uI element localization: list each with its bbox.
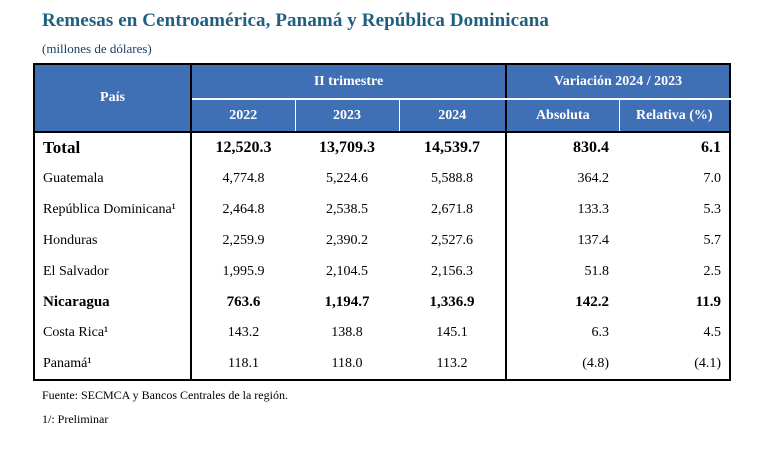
cell-2024: 113.2: [399, 348, 508, 382]
cell-2023: 13,709.3: [319, 139, 375, 157]
header-ii-trimestre: II trimestre: [191, 63, 508, 100]
cell-2022: 12,520.3: [215, 139, 272, 157]
cell-2024: 14,539.7: [399, 132, 508, 164]
footer-source: Fuente: SECMCA y Bancos Centrales de la …: [42, 388, 288, 402]
cell-2023: 5,224.6: [326, 171, 368, 187]
cell-country: Honduras: [33, 225, 192, 257]
table-row: Costa Rica¹ 143.2 138.8 145.1 6.3 4.5: [33, 317, 732, 349]
table-row: Total 12,520.3 13,709.3 14,539.7 830.4 6.1: [33, 132, 732, 164]
cell-absoluta: 364.2: [577, 171, 610, 187]
header-absoluta: Absoluta: [506, 99, 620, 133]
cell-country: Panamá¹: [33, 348, 192, 382]
cell-2023: 138.8: [331, 325, 363, 341]
cell-relativa: (4.1): [619, 348, 732, 382]
cell-absoluta: (4.8): [506, 348, 620, 382]
cell-2022: 1,995.9: [222, 263, 265, 279]
header-year-2022: 2022: [191, 99, 296, 133]
table-title: Remesas en Centroamérica, Panamá y Repúb…: [42, 10, 550, 31]
table-subtitle: (millones de dólares): [42, 41, 152, 56]
header-relativa: Relativa (%): [619, 99, 732, 133]
cell-2024: 2,156.3: [399, 256, 508, 287]
cell-relativa: 6.1: [619, 132, 732, 164]
footer-note: 1/: Preliminar: [42, 412, 109, 426]
cell-relativa: 5.7: [619, 225, 732, 257]
cell-relativa: 4.5: [619, 317, 732, 349]
cell-country: Nicaragua: [33, 286, 192, 318]
cell-country: Total: [33, 132, 192, 164]
cell-2022: 2,464.8: [222, 201, 265, 217]
cell-relativa: 11.9: [619, 286, 732, 318]
cell-relativa: 5.3: [619, 194, 732, 226]
cell-2022: 4,774.8: [222, 171, 265, 187]
table-row: Guatemala 4,774.8 5,224.6 5,588.8 364.2 7.0: [33, 163, 732, 195]
cell-absoluta: 142.2: [575, 293, 610, 310]
header-year-2024: 2024: [399, 99, 508, 133]
cell-country: Guatemala: [33, 163, 192, 195]
cell-absoluta: 137.4: [577, 232, 610, 248]
cell-country: El Salvador: [33, 256, 192, 287]
remittances-table: País II trimestre Variación 2024 / 2023 …: [33, 63, 732, 382]
cell-2022: 763.6: [226, 293, 261, 310]
cell-relativa: 2.5: [619, 256, 732, 287]
cell-2023: 2,104.5: [326, 263, 368, 279]
header-year-2023: 2023: [295, 99, 400, 133]
header-pais: País: [33, 63, 192, 133]
cell-country: República Dominicana¹: [33, 194, 192, 226]
table-row: Nicaragua 763.6 1,194.7 1,336.9 142.2 11.9: [33, 286, 732, 318]
header-variacion: Variación 2024 / 2023: [506, 63, 732, 100]
cell-2023: 1,194.7: [324, 293, 370, 310]
cell-2024: 2,527.6: [399, 225, 508, 257]
cell-2023: 118.0: [295, 348, 399, 382]
cell-2024: 2,671.8: [399, 194, 508, 226]
table-row: Panamá¹ 118.1 118.0 113.2 (4.8) (4.1): [33, 348, 732, 382]
cell-absoluta: 133.3: [577, 201, 610, 217]
cell-2022: 118.1: [191, 348, 295, 382]
table-row: República Dominicana¹ 2,464.8 2,538.5 2,671…: [33, 194, 732, 226]
cell-2024: 1,336.9: [399, 286, 508, 318]
cell-2022: 143.2: [227, 325, 260, 341]
table-body: Total 12,520.3 13,709.3 14,539.7 830.4 6.1 Gua…: [33, 132, 732, 382]
cell-2023: 2,390.2: [326, 232, 368, 248]
table-row: Honduras 2,259.9 2,390.2 2,527.6 137.4 5.7: [33, 225, 732, 257]
cell-2024: 5,588.8: [399, 163, 508, 195]
cell-absoluta: 6.3: [591, 325, 610, 341]
table-row: El Salvador 1,995.9 2,104.5 2,156.3 51.8 2.5: [33, 256, 732, 287]
cell-2023: 2,538.5: [326, 201, 368, 217]
cell-absoluta: 830.4: [573, 139, 610, 157]
cell-2024: 145.1: [399, 317, 508, 349]
cell-absoluta: 51.8: [584, 263, 610, 279]
cell-country: Costa Rica¹: [33, 317, 192, 349]
cell-relativa: 7.0: [619, 163, 732, 195]
cell-2022: 2,259.9: [222, 232, 265, 248]
